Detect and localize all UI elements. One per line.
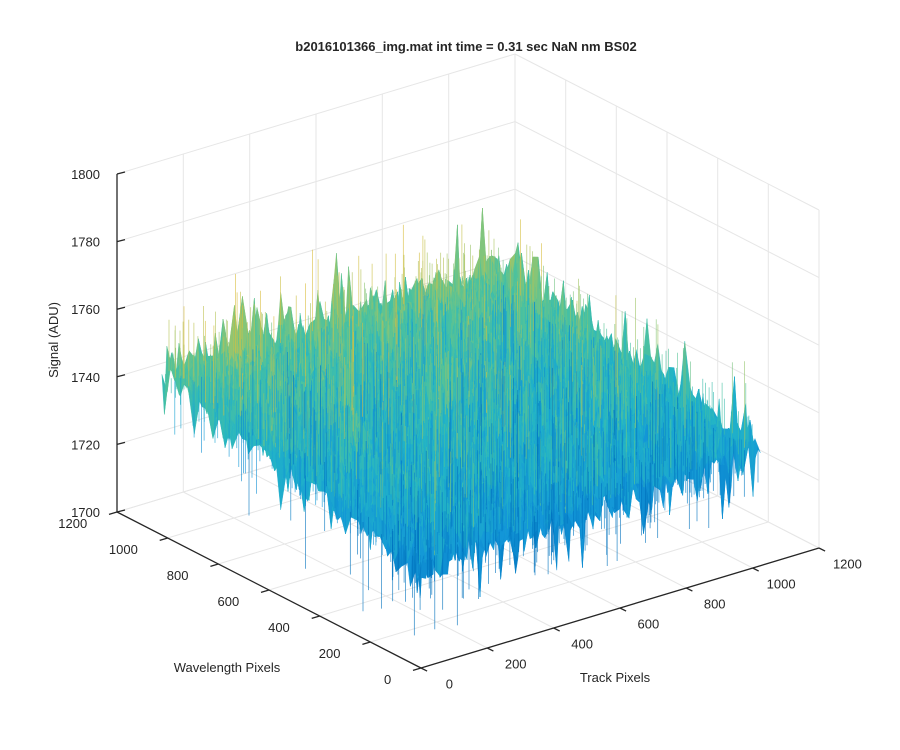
back-wall-grid-line: [116, 121, 516, 243]
back-wall-grid-line: [116, 188, 516, 310]
floor-grid-line: [319, 495, 718, 617]
surface-mesh: [161, 208, 761, 636]
side-wall-grid-line: [514, 256, 820, 414]
side-wall-grid-line: [514, 53, 820, 211]
side-wall-grid-line: [514, 121, 820, 279]
back-wall-grid-line: [116, 53, 516, 175]
floor-grid-line: [370, 521, 769, 643]
side-wall-grid-line: [514, 188, 820, 346]
